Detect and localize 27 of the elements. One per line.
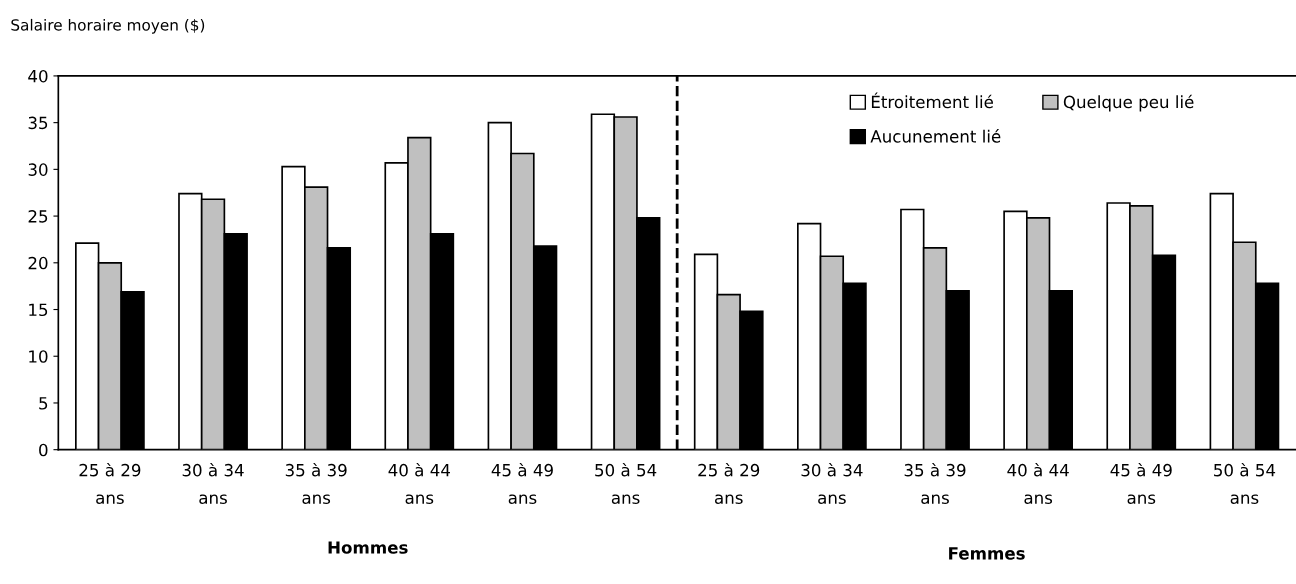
y-tick-label: 15: [29, 303, 48, 317]
x-tick-label: 40 à 44 ans: [1007, 462, 1069, 504]
x-tick-label: 30 à 34 ans: [182, 462, 244, 504]
text: Femmes: [949, 547, 1025, 560]
y-tick-label: 40: [28, 69, 48, 83]
y-tick-label: 10: [29, 350, 48, 363]
text: Hommes: [328, 541, 408, 554]
legend-label: Quelque peu lié: [1063, 94, 1194, 112]
y-axis-title: Salaire horaire moyen ($): [11, 18, 205, 34]
y-tick-label: 35: [28, 116, 48, 130]
x-tick-label: 45 à 49 ans: [1110, 462, 1172, 504]
x-tick-label: 30 à 34 ans: [801, 462, 863, 504]
legend-label: Étroitement lié: [871, 92, 993, 109]
y-tick-label: 25: [28, 210, 48, 223]
y-tick-label: 5: [39, 397, 48, 410]
x-tick-label: 50 à 54 ans: [595, 462, 657, 504]
x-tick-label: 25 à 29 ans: [79, 462, 141, 504]
x-tick-label: 25 à 29 ans: [698, 462, 760, 504]
y-tick-label: 30: [28, 163, 48, 176]
x-tick-label: 40 à 44 ans: [388, 462, 450, 504]
y-tick-label: 20: [28, 256, 48, 270]
x-tick-label: 50 à 54 ans: [1214, 462, 1276, 504]
y-tick-label: 0: [39, 443, 48, 457]
x-tick-label: 45 à 49 ans: [491, 462, 553, 504]
x-tick-label: 35 à 39 ans: [285, 462, 347, 504]
x-tick-label: 35 à 39 ans: [904, 462, 966, 504]
legend-label: Aucunement lié: [870, 129, 1001, 143]
